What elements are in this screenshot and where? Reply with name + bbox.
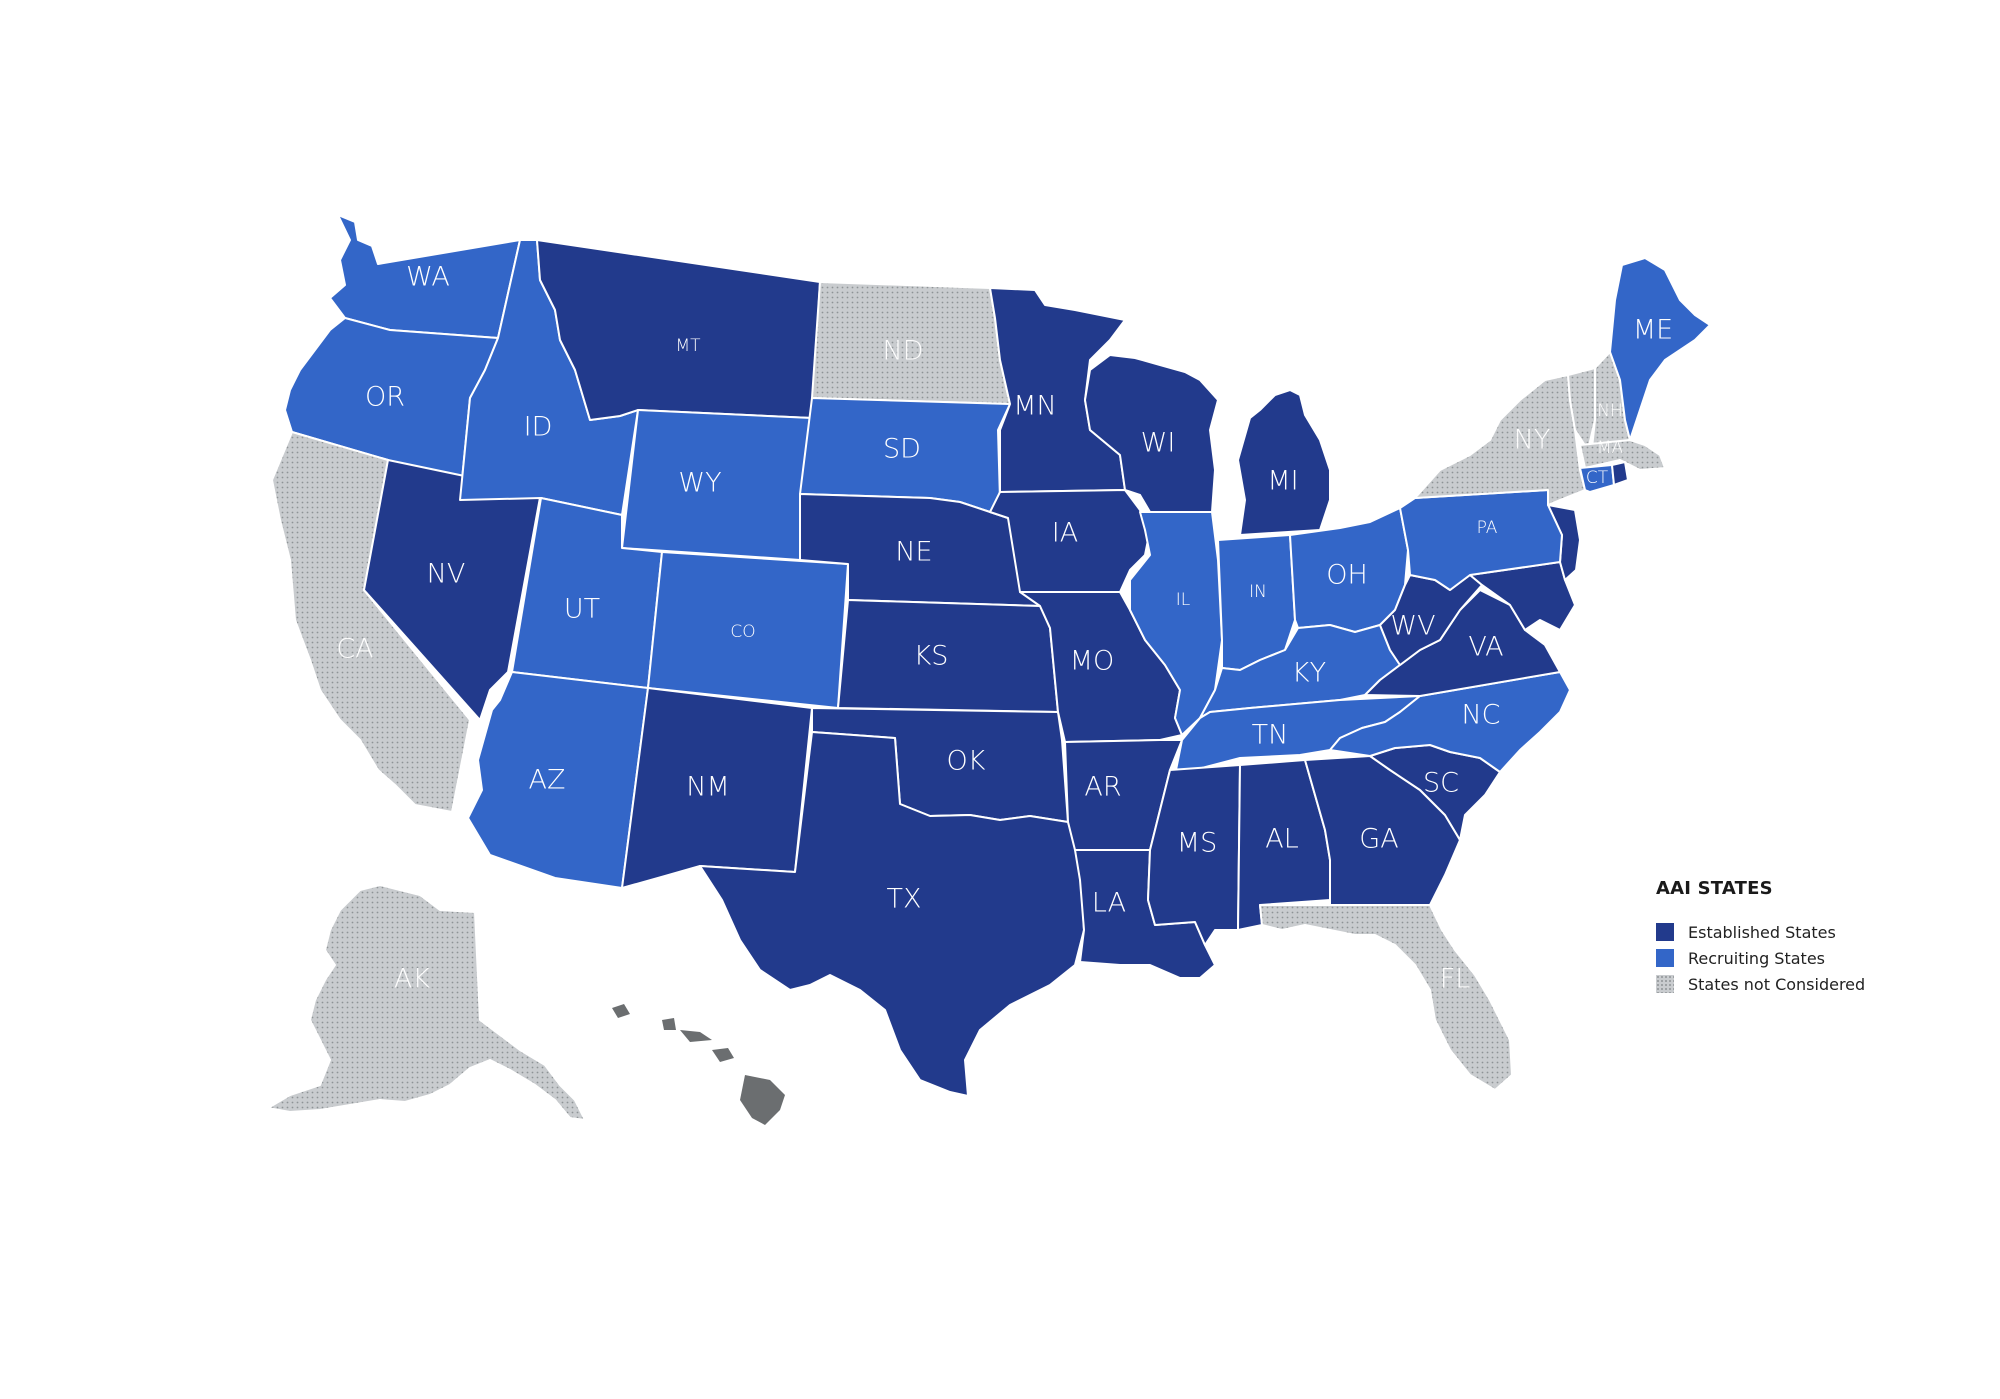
label-al: AL <box>1265 824 1299 855</box>
legend-label: Established States <box>1688 922 1836 942</box>
label-sd: SD <box>883 434 921 465</box>
legend-item-established: Established States <box>1656 919 1865 945</box>
legend-item-recruiting: Recruiting States <box>1656 945 1865 971</box>
legend-label: Recruiting States <box>1688 948 1825 968</box>
state-me[interactable] <box>1609 257 1711 441</box>
label-ut: UT <box>564 594 600 625</box>
state-ca[interactable] <box>271 431 471 813</box>
label-tn: TN <box>1252 720 1289 751</box>
label-ky: KY <box>1292 658 1326 689</box>
label-ak: AK <box>394 964 430 995</box>
label-ma: MA <box>1597 438 1624 458</box>
hawaii-kauai <box>612 1004 630 1018</box>
state-nc[interactable] <box>1329 671 1571 773</box>
legend-swatch <box>1656 949 1674 967</box>
label-ca: CA <box>336 634 373 665</box>
state-ak[interactable] <box>267 884 586 1121</box>
label-ia: IA <box>1052 518 1078 549</box>
state-wi[interactable] <box>1084 354 1219 513</box>
label-wa: WA <box>406 262 450 293</box>
label-tx: TX <box>887 884 922 915</box>
label-la: LA <box>1092 888 1126 919</box>
label-mo: MO <box>1070 646 1115 677</box>
label-nv: NV <box>427 559 466 590</box>
label-in: IN <box>1249 582 1267 602</box>
hawaii-island <box>740 1075 785 1125</box>
state-tx[interactable] <box>699 731 1085 1097</box>
label-az: AZ <box>529 765 566 796</box>
label-id: ID <box>524 412 553 443</box>
state-ri[interactable] <box>1611 461 1629 486</box>
label-ms: MS <box>1177 828 1217 859</box>
hawaii-molokai <box>680 1030 712 1042</box>
label-nm: NM <box>686 772 730 803</box>
label-oh: OH <box>1326 560 1368 591</box>
label-nh: NH <box>1597 401 1623 421</box>
legend-swatch <box>1656 923 1674 941</box>
legend-item-not-considered: States not Considered <box>1656 971 1865 997</box>
label-fl: FL <box>1440 964 1471 995</box>
label-mt: MT <box>675 336 701 356</box>
map-legend: AAI STATES Established States Recruiting… <box>1656 878 1865 997</box>
hawaii-oahu <box>662 1018 676 1030</box>
legend-label: States not Considered <box>1688 974 1866 994</box>
label-wi: WI <box>1141 428 1176 459</box>
label-wv: WV <box>1390 611 1435 642</box>
legend-title: AAI STATES <box>1656 878 1773 899</box>
label-ok: OK <box>947 746 986 777</box>
label-co: CO <box>730 622 755 642</box>
label-wy: WY <box>678 468 721 499</box>
label-il: IL <box>1176 590 1191 610</box>
label-ct: CT <box>1586 468 1609 488</box>
state-ny[interactable] <box>1414 374 1586 506</box>
label-nd: ND <box>883 336 924 367</box>
label-ga: GA <box>1359 824 1398 855</box>
label-me: ME <box>1633 315 1673 346</box>
label-ny: NY <box>1514 425 1551 456</box>
state-fl[interactable] <box>1259 904 1513 1091</box>
state-ia[interactable] <box>989 489 1151 593</box>
label-sc: SC <box>1423 768 1459 799</box>
label-ar: AR <box>1084 772 1121 803</box>
label-nc: NC <box>1461 700 1500 731</box>
label-mi: MI <box>1267 466 1298 497</box>
label-pa: PA <box>1477 518 1498 538</box>
state-ct[interactable] <box>1579 464 1615 493</box>
label-ne: NE <box>895 537 932 568</box>
label-va: VA <box>1468 632 1503 663</box>
legend-swatch <box>1656 975 1674 993</box>
hawaii-maui <box>712 1048 734 1062</box>
label-or: OR <box>365 382 405 413</box>
state-mi[interactable] <box>1237 389 1331 536</box>
state-ma[interactable] <box>1579 439 1666 471</box>
label-mn: MN <box>1013 391 1057 422</box>
label-ks: KS <box>914 641 949 672</box>
